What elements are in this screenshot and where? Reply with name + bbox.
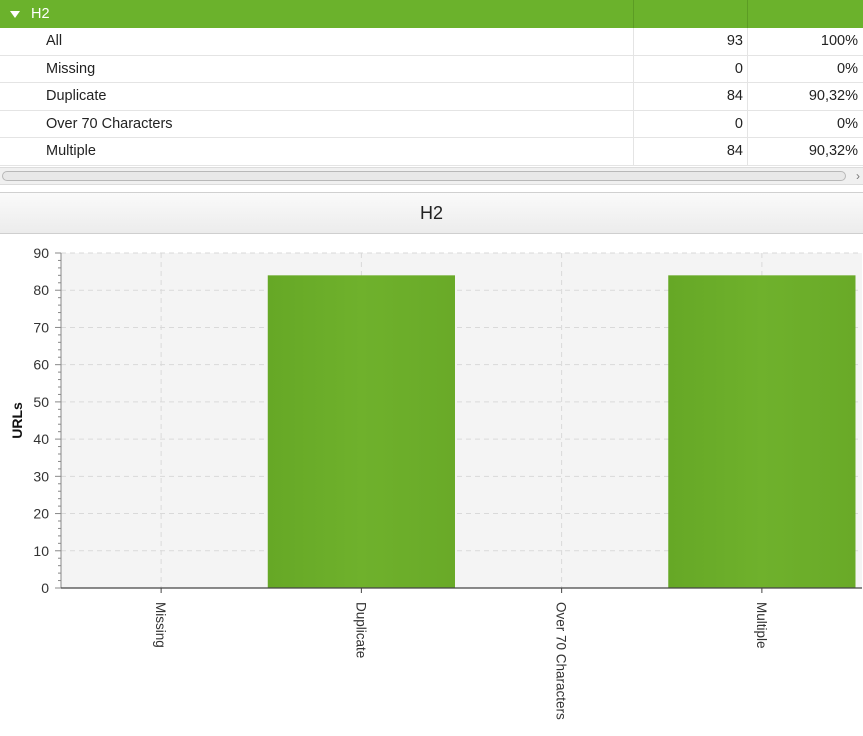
group-row-h2[interactable]: H2	[0, 0, 863, 28]
x-tick-label: Over 70 Characters	[554, 602, 569, 720]
bar-duplicate	[267, 275, 455, 588]
row-label: All	[46, 33, 63, 50]
row-count: 0	[633, 55, 747, 82]
table-row[interactable]: Over 70 Characters 0 0%	[0, 110, 863, 138]
y-tick-label: 40	[33, 431, 49, 447]
y-axis-title: URLs	[9, 402, 25, 439]
summary-table: H2 All 93 100% Missing 0 0% Duplicate 84…	[0, 0, 863, 166]
x-tick-label: Multiple	[754, 602, 769, 649]
row-label: Over 70 Characters	[46, 115, 173, 132]
row-count: 93	[633, 28, 747, 55]
row-percent: 0%	[747, 110, 863, 137]
scrollbar-thumb[interactable]	[2, 171, 846, 181]
chevron-right-icon[interactable]: ›	[856, 169, 860, 183]
row-label: Multiple	[46, 143, 96, 160]
bar-multiple	[668, 275, 856, 588]
triangle-down-icon[interactable]	[10, 10, 20, 18]
y-tick-label: 10	[33, 543, 49, 559]
row-percent: 90,32%	[747, 83, 863, 110]
row-percent: 100%	[747, 28, 863, 55]
y-tick-label: 50	[33, 394, 49, 410]
y-tick-label: 90	[33, 245, 49, 261]
table-row[interactable]: Multiple 84 90,32%	[0, 138, 863, 166]
horizontal-scrollbar[interactable]: ›	[0, 167, 863, 185]
y-tick-label: 30	[33, 468, 49, 484]
row-count: 0	[633, 110, 747, 137]
row-count: 84	[633, 83, 747, 110]
x-tick-label: Missing	[153, 602, 168, 648]
group-label: H2	[31, 6, 50, 22]
y-tick-label: 60	[33, 357, 49, 373]
table-row[interactable]: All 93 100%	[0, 28, 863, 56]
table-row[interactable]: Duplicate 84 90,32%	[0, 83, 863, 111]
y-tick-label: 80	[33, 282, 49, 298]
y-tick-label: 70	[33, 319, 49, 335]
row-percent: 90,32%	[747, 138, 863, 165]
bar-chart: 0 10 20 30 40 50 60 70 80 90 Missing Duplicate Over …	[9, 245, 862, 720]
y-tick-label: 20	[33, 506, 49, 522]
row-percent: 0%	[747, 55, 863, 82]
row-count: 84	[633, 138, 747, 165]
chart-title: H2	[0, 192, 863, 234]
table-row[interactable]: Missing 0 0%	[0, 55, 863, 83]
y-tick-label: 0	[41, 580, 49, 596]
x-tick-label: Duplicate	[353, 602, 368, 658]
row-label: Duplicate	[46, 88, 107, 105]
row-label: Missing	[46, 60, 96, 77]
